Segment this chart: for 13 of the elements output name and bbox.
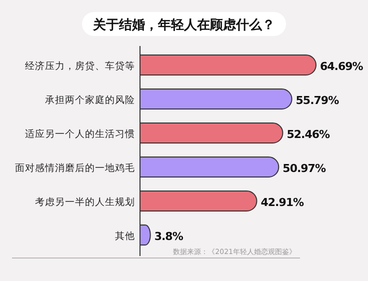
- data-label: 3.8%: [154, 230, 184, 243]
- data-label: 55.79%: [296, 94, 340, 107]
- y-tick-label: 经济压力，房贷、车贷等: [25, 60, 135, 72]
- y-tick-label: 其他: [115, 230, 135, 242]
- data-label: 64.69%: [320, 60, 364, 73]
- data-label: 42.91%: [260, 196, 304, 209]
- y-tick-label: 适应另一个人的生活习惯: [25, 128, 135, 140]
- y-tick-label: 考虑另一半的人生规划: [35, 196, 135, 208]
- y-tick-label: 承担两个家庭的风险: [45, 94, 135, 106]
- data-label: 52.46%: [286, 128, 330, 141]
- chart-title: 关于结婚，年轻人在顾虑什么？: [92, 17, 275, 33]
- y-tick-label: 面对感情消磨后的一地鸡毛: [15, 162, 135, 174]
- data-label: 50.97%: [282, 162, 326, 175]
